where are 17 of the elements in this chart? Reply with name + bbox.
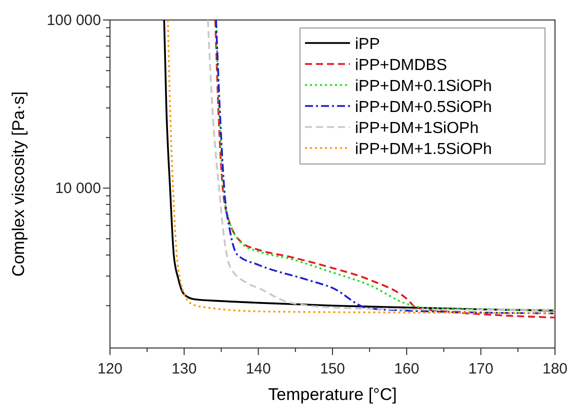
x-tick-label: 140 (246, 360, 271, 378)
legend-label: iPP+DM+0.5SiOPh (355, 99, 492, 116)
x-tick-label: 180 (542, 360, 568, 378)
legend-label: iPP+DM+1.5SiOPh (355, 141, 492, 158)
x-tick-label: 120 (97, 360, 123, 378)
x-tick-label: 160 (394, 360, 420, 378)
x-tick-label: 150 (320, 360, 346, 378)
legend-label: iPP+DM+0.1SiOPh (355, 78, 492, 95)
x-axis-title: Temperature [°C] (268, 385, 397, 404)
legend-label: iPP (355, 36, 380, 53)
y-axis-title: Complex viscosity [Pa·s] (9, 91, 28, 277)
x-tick-label: 130 (172, 360, 197, 378)
legend-label: iPP+DMDBS (355, 57, 448, 74)
y-tick-label: 10 000 (55, 180, 101, 197)
legend-label: iPP+DM+1SiOPh (355, 120, 479, 137)
x-tick-label: 170 (468, 360, 494, 378)
y-tick-label: 100 000 (46, 12, 101, 29)
